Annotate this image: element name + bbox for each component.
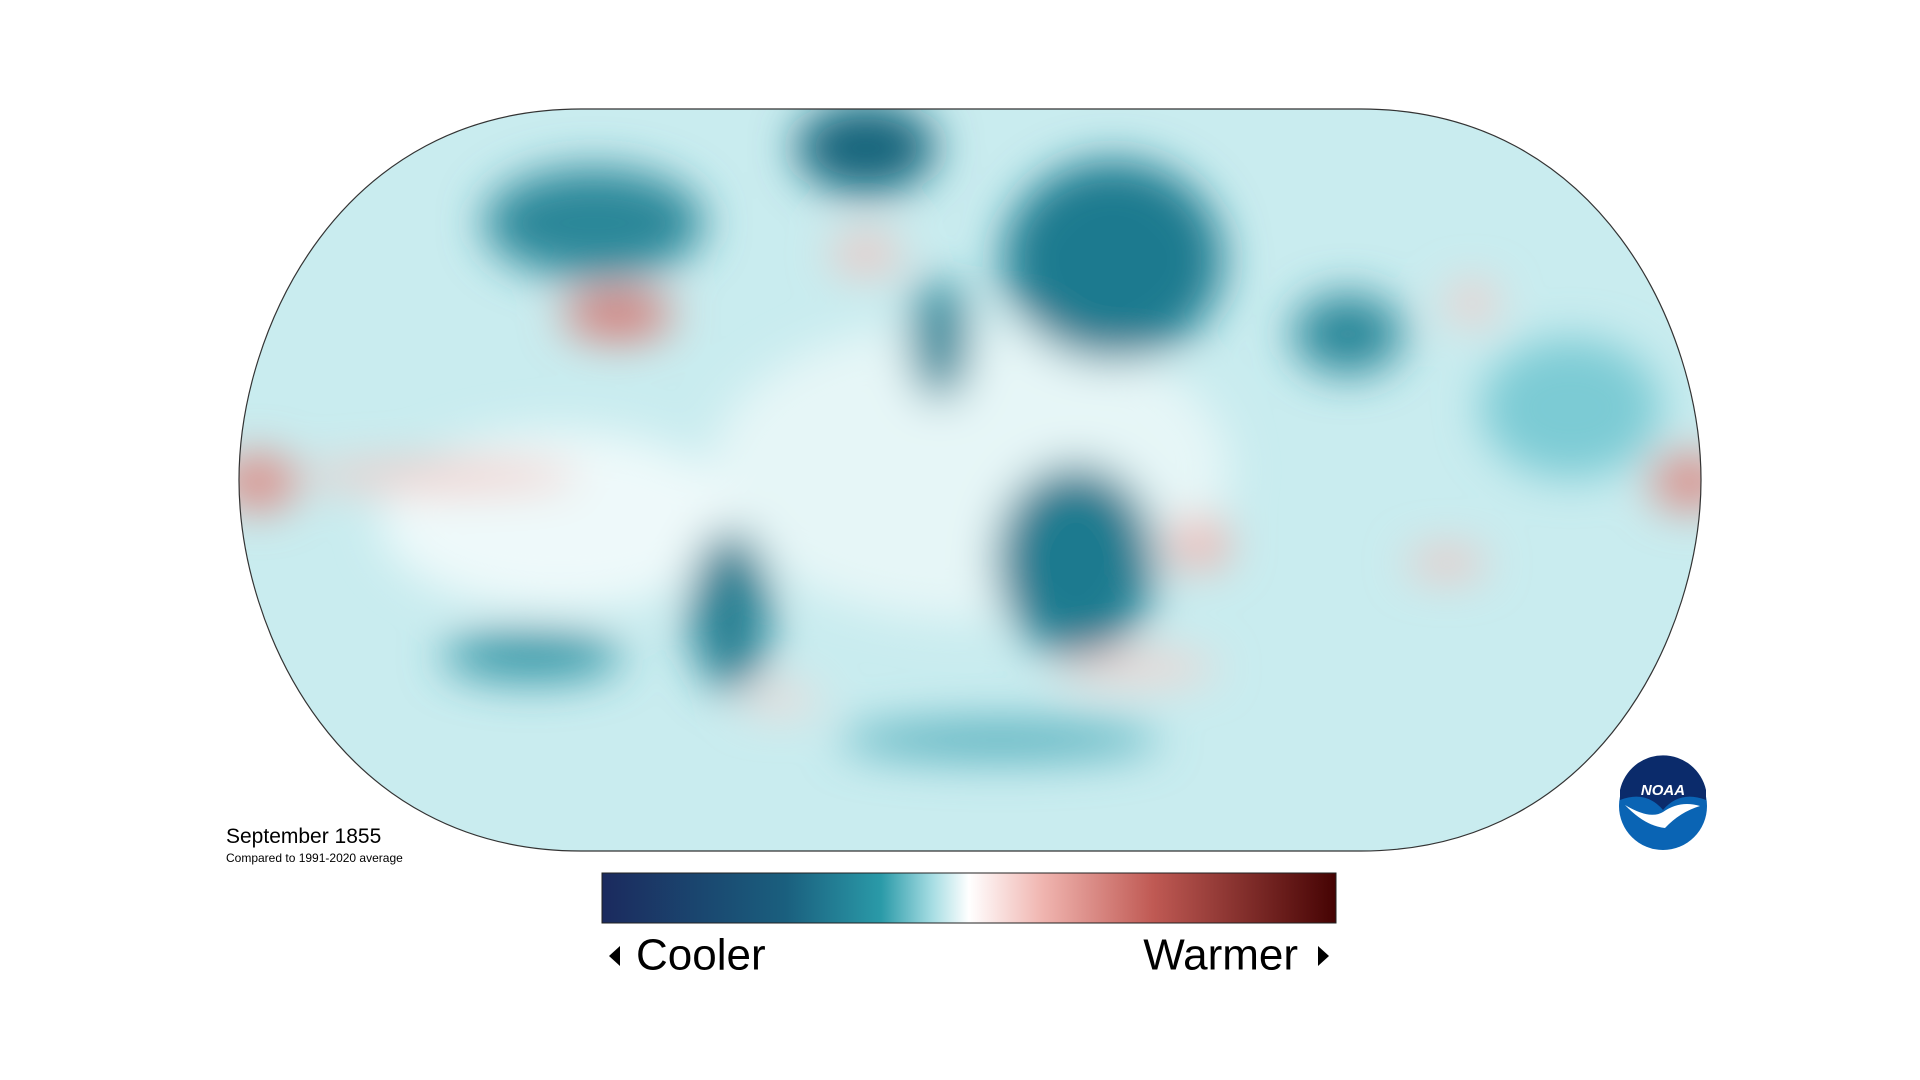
left-arrow xyxy=(609,946,620,966)
legend-low: Cooler xyxy=(636,931,766,980)
right-arrow xyxy=(1318,946,1329,966)
map-outline xyxy=(238,108,1702,852)
anomaly-map xyxy=(239,109,1701,851)
legend-high: Warmer xyxy=(1143,931,1298,980)
map-subtitle: Compared to 1991-2020 average xyxy=(226,851,403,865)
color-bar xyxy=(601,872,1337,924)
noaa-logo: NOAA xyxy=(1619,755,1707,850)
map-title: September 1855 xyxy=(226,825,381,848)
logo-text: NOAA xyxy=(1641,782,1685,799)
